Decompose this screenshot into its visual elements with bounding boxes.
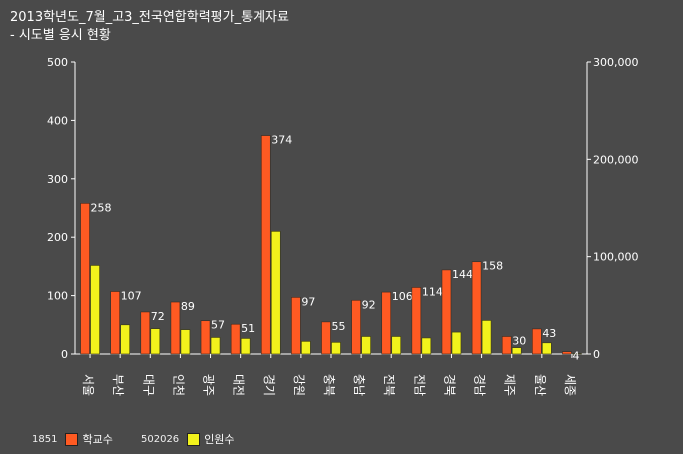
bar-students bbox=[391, 336, 402, 355]
category-label: 울산 bbox=[533, 374, 547, 396]
legend-count-students: 502026 bbox=[141, 433, 180, 445]
bar-students bbox=[90, 265, 100, 355]
bar-students bbox=[240, 338, 251, 355]
category-label: 경기 bbox=[262, 374, 276, 396]
category-label: 인천 bbox=[171, 374, 186, 396]
legend-item-schools: 1851 학교수 bbox=[32, 431, 113, 447]
category-label: 강원 bbox=[292, 374, 306, 396]
legend-count-schools: 1851 bbox=[32, 433, 58, 445]
data-label-schools: 114 bbox=[422, 285, 443, 298]
bar-schools bbox=[140, 311, 151, 355]
category-label: 대전 bbox=[232, 374, 246, 396]
bar-students bbox=[421, 337, 432, 355]
chart-subtitle: - 시도별 응시 현황 bbox=[10, 28, 111, 43]
category-label: 경북 bbox=[442, 374, 456, 396]
data-label-schools: 144 bbox=[452, 268, 473, 281]
left-tick-label: 0 bbox=[61, 348, 68, 361]
left-tick-label: 100 bbox=[47, 290, 68, 303]
bar-schools bbox=[80, 203, 90, 355]
bar-schools bbox=[381, 291, 392, 355]
left-tick-label: 400 bbox=[47, 114, 68, 127]
right-tick-label: 0 bbox=[593, 348, 600, 361]
bar-schools bbox=[471, 261, 482, 355]
category-label: 충북 bbox=[322, 374, 336, 396]
bar-students bbox=[481, 320, 492, 355]
left-tick-label: 200 bbox=[47, 231, 68, 244]
bar-students bbox=[150, 328, 161, 355]
category-label: 충남 bbox=[352, 374, 366, 396]
bar-schools bbox=[351, 299, 361, 355]
bar-schools bbox=[260, 135, 271, 355]
legend-item-students: 502026 인원수 bbox=[141, 431, 235, 447]
right-tick-label: 200,000 bbox=[593, 153, 639, 166]
bar-students bbox=[451, 331, 462, 355]
data-label-schools: 43 bbox=[542, 327, 556, 340]
legend-swatch-schools bbox=[65, 432, 79, 446]
legend-label-schools: 학교수 bbox=[82, 433, 113, 446]
bar-schools bbox=[110, 291, 120, 355]
category-label: 부산 bbox=[111, 374, 125, 396]
category-label: 제주 bbox=[503, 374, 517, 396]
chart-title: 2013학년도_7월_고3_전국연합학력평가_통계자료 bbox=[10, 10, 289, 25]
category-label: 세종 bbox=[563, 374, 577, 396]
bar-schools bbox=[411, 287, 422, 355]
bar-schools bbox=[321, 321, 331, 355]
data-label-schools: 30 bbox=[512, 334, 526, 347]
category-label: 대구 bbox=[141, 374, 155, 396]
data-label-schools: 106 bbox=[392, 290, 413, 303]
right-tick-label: 300,000 bbox=[593, 56, 639, 69]
data-label-schools: 55 bbox=[332, 320, 346, 333]
category-label: 광주 bbox=[202, 374, 216, 396]
bar-schools bbox=[441, 269, 452, 355]
bar-schools bbox=[532, 328, 542, 355]
bar-students bbox=[511, 347, 522, 355]
left-tick-label: 500 bbox=[47, 56, 68, 69]
data-label-schools: 4 bbox=[572, 350, 579, 363]
data-label-schools: 72 bbox=[151, 310, 165, 323]
category-label: 서울 bbox=[81, 374, 95, 396]
bar-schools bbox=[291, 297, 301, 355]
bar-schools bbox=[230, 323, 241, 355]
data-label-schools: 158 bbox=[482, 260, 503, 273]
legend-swatch-students bbox=[187, 432, 201, 446]
bar-students bbox=[542, 342, 552, 355]
category-label: 전남 bbox=[412, 374, 426, 396]
data-label-schools: 57 bbox=[211, 319, 225, 332]
data-label-schools: 89 bbox=[181, 300, 195, 313]
right-tick-label: 100,000 bbox=[593, 251, 639, 264]
data-label-schools: 258 bbox=[91, 201, 112, 214]
bar-students bbox=[301, 341, 311, 355]
bar-students bbox=[180, 329, 191, 355]
left-tick-label: 300 bbox=[47, 173, 68, 186]
data-label-schools: 51 bbox=[241, 322, 255, 335]
bar-schools bbox=[200, 320, 211, 355]
legend-label-students: 인원수 bbox=[204, 433, 235, 446]
bar-students bbox=[270, 231, 281, 355]
category-label: 전북 bbox=[382, 374, 396, 396]
data-label-schools: 92 bbox=[362, 298, 376, 311]
data-label-schools: 374 bbox=[271, 134, 292, 147]
bar-students bbox=[331, 342, 341, 355]
bar-students bbox=[210, 337, 221, 355]
data-label-schools: 97 bbox=[301, 295, 315, 308]
bar-schools bbox=[562, 351, 572, 355]
bar-schools bbox=[170, 301, 181, 355]
bar-schools bbox=[501, 336, 512, 355]
data-label-schools: 107 bbox=[121, 290, 142, 303]
bar-students bbox=[120, 324, 130, 355]
category-label: 경남 bbox=[473, 374, 487, 396]
bar-students bbox=[361, 336, 371, 355]
